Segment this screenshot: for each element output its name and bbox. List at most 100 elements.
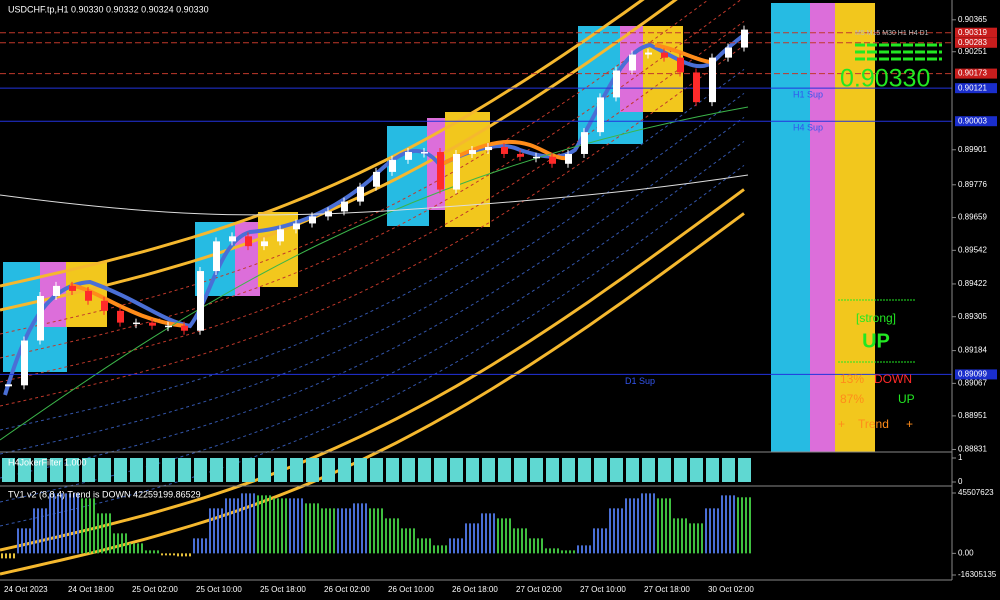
y-tick-label: 1: [958, 453, 963, 462]
osc-bar: [5, 553, 7, 559]
candle: [165, 325, 172, 328]
osc-bar: [73, 493, 75, 554]
osc-bar: [373, 508, 375, 554]
y-tick-label: -16305135: [958, 570, 997, 579]
osc-bar: [293, 498, 295, 554]
osc-bar: [545, 548, 547, 554]
filter-bar: [194, 458, 207, 482]
filter-bar: [482, 458, 495, 482]
y-tick-label: 0.89067: [958, 378, 987, 387]
candle: [565, 153, 572, 164]
candle: [421, 152, 428, 154]
osc-bar: [421, 538, 423, 554]
filter-bar: [82, 458, 95, 482]
candle: [69, 285, 76, 291]
osc-bar: [561, 550, 563, 554]
osc-bar: [477, 523, 479, 554]
filter-bar: [354, 458, 367, 482]
candle: [661, 52, 668, 58]
osc-bar: [625, 498, 627, 554]
x-tick-label: 24 Oct 2023: [4, 585, 48, 594]
osc-bar: [337, 508, 339, 554]
price-tag: [955, 27, 997, 38]
osc-bar: [597, 528, 599, 554]
osc-bar: [457, 538, 459, 554]
filter-bar: [594, 458, 607, 482]
osc-bar: [693, 523, 695, 554]
candle: [229, 236, 236, 242]
price-tag-label: 0.89099: [958, 370, 987, 379]
x-tick-label: 26 Oct 02:00: [324, 585, 370, 594]
candle: [597, 97, 604, 133]
osc-bar: [677, 518, 679, 554]
osc-bar: [401, 528, 403, 554]
x-tick-label: 26 Oct 18:00: [452, 585, 498, 594]
filter-bar: [658, 458, 671, 482]
osc-bar: [45, 508, 47, 554]
up-label: UP: [898, 392, 915, 406]
plot: 0.90365 0.90251 0.89901 0.89776 0.89659 0.895…: [0, 15, 997, 594]
osc-bar: [125, 533, 127, 554]
candle: [741, 29, 748, 48]
support-label: H4 Sup: [793, 123, 823, 133]
osc-bar: [209, 508, 211, 554]
y-tick-label: 0.89542: [958, 245, 987, 254]
osc-bar: [305, 503, 307, 554]
filter-title: H4JokerFilter 1.000: [8, 457, 87, 467]
candle: [149, 322, 156, 326]
filter-bar: [306, 458, 319, 482]
filter-bar: [642, 458, 655, 482]
osc-bar: [161, 553, 163, 556]
osc-bar: [397, 518, 399, 554]
osc-bar: [157, 550, 159, 554]
osc-bar: [369, 508, 371, 554]
x-tick-label: 25 Oct 02:00: [132, 585, 178, 594]
osc-bar: [249, 493, 251, 554]
candle: [453, 153, 460, 190]
osc-bar: [9, 553, 11, 559]
filter-bar: [338, 458, 351, 482]
filter-bar: [498, 458, 511, 482]
osc-bar: [317, 503, 319, 554]
osc-bar: [441, 545, 443, 554]
osc-bar: [565, 550, 567, 554]
y-tick-label: 0.89776: [958, 180, 987, 189]
osc-bar: [129, 543, 131, 554]
candle: [309, 216, 316, 224]
candle: [181, 325, 188, 331]
osc-bar: [641, 493, 643, 554]
price-tag: [955, 37, 997, 48]
candle: [677, 57, 684, 73]
osc-bar: [473, 523, 475, 554]
osc-bar: [13, 553, 15, 559]
osc-bar: [689, 523, 691, 554]
price-tag: [955, 116, 997, 127]
osc-bar: [281, 498, 283, 554]
osc-bar: [17, 528, 19, 554]
osc-bar: [569, 550, 571, 554]
filter-bar: [146, 458, 159, 482]
osc-bar: [153, 550, 155, 554]
band: [0, 0, 645, 288]
candle: [437, 152, 444, 190]
osc-bar: [173, 553, 175, 556]
osc-bar: [717, 508, 719, 554]
osc-bar: [261, 495, 263, 554]
trend-line: [3, 30, 750, 396]
filter-bar: [450, 458, 463, 482]
osc-bar: [181, 553, 183, 557]
candle: [693, 72, 700, 103]
filter-bar: [66, 458, 79, 482]
osc-bar: [497, 518, 499, 554]
y-tick-label: 0.89901: [958, 145, 987, 154]
osc-bar: [225, 498, 227, 554]
side-bar: [835, 3, 875, 452]
osc-bar: [301, 498, 303, 554]
band: [0, 116, 745, 479]
osc-bar: [541, 538, 543, 554]
osc-bar: [137, 543, 139, 554]
filter-bar: [50, 458, 63, 482]
osc-bar: [585, 545, 587, 554]
